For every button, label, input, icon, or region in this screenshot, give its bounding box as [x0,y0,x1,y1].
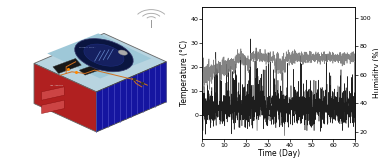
Y-axis label: Temperature (°C): Temperature (°C) [180,40,189,106]
X-axis label: Time (Day): Time (Day) [258,149,300,158]
Polygon shape [34,33,166,92]
Ellipse shape [118,50,127,55]
Polygon shape [96,62,166,132]
Polygon shape [53,58,81,73]
Polygon shape [42,87,64,100]
Ellipse shape [84,44,124,66]
Polygon shape [47,33,151,78]
Polygon shape [34,63,96,132]
Ellipse shape [75,39,133,72]
Polygon shape [42,100,64,114]
Polygon shape [79,63,104,75]
Text: OpenBLS sens..: OpenBLS sens.. [79,47,97,48]
Y-axis label: Humidity (%): Humidity (%) [372,47,378,98]
Text: ARM AP6470: ARM AP6470 [49,85,63,86]
